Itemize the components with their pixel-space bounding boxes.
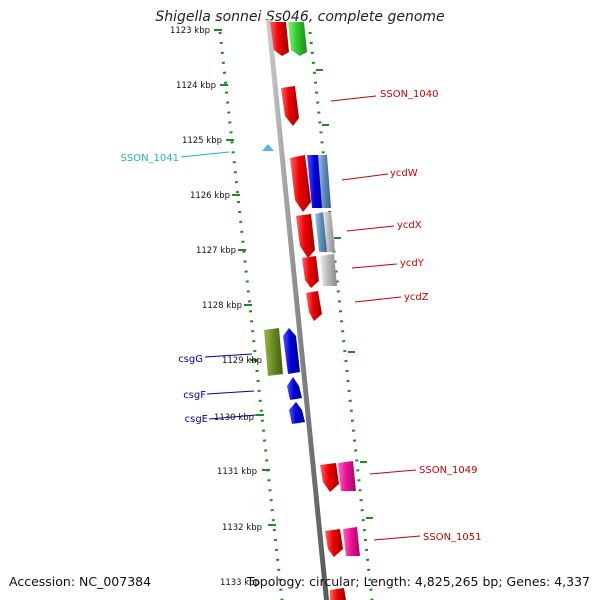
tick-1126: 1126 kbp: [190, 191, 240, 201]
gene-csg-blue-1[interactable]: [283, 328, 300, 374]
label-sson-1040[interactable]: SSON_1040: [380, 89, 439, 100]
tick-1129: 1129 kbp: [222, 356, 262, 366]
gene-red-bottom[interactable]: [330, 588, 346, 600]
label-sson-1041[interactable]: SSON_1041: [121, 153, 180, 164]
svg-text:1127 kbp: 1127 kbp: [196, 246, 236, 256]
label-ycdz[interactable]: ycdZ: [404, 292, 429, 303]
label-sson-1051[interactable]: SSON_1051: [423, 532, 482, 543]
svg-text:1133 kbp: 1133 kbp: [220, 578, 260, 588]
gene-sson-1040[interactable]: [281, 86, 299, 126]
svg-text:1123 kbp: 1123 kbp: [170, 26, 210, 36]
gene-csge[interactable]: [289, 402, 305, 424]
tick-1130: 1130 kbp: [214, 413, 264, 423]
genes: [262, 22, 360, 600]
gene-sson-1051-magenta[interactable]: [343, 527, 360, 556]
svg-text:1130 kbp: 1130 kbp: [214, 413, 254, 423]
gene-sson-1051-red[interactable]: [325, 529, 343, 557]
tick-1133: 1133 kbp: [220, 578, 260, 588]
inner-dotted-track: [218, 31, 284, 600]
tick-1123: 1123 kbp: [170, 26, 222, 36]
svg-text:1126 kbp: 1126 kbp: [190, 191, 230, 201]
svg-text:1129 kbp: 1129 kbp: [222, 356, 262, 366]
tick-1128: 1128 kbp: [202, 301, 252, 311]
tick-1124: 1124 kbp: [176, 81, 228, 91]
svg-text:1128 kbp: 1128 kbp: [202, 301, 242, 311]
tick-1125: 1125 kbp: [182, 136, 234, 146]
svg-text:1131 kbp: 1131 kbp: [217, 467, 257, 477]
map-title: Shigella sonnei Ss046, complete genome: [155, 9, 445, 25]
label-sson-1049[interactable]: SSON_1049: [419, 465, 478, 476]
gene-csgg[interactable]: [264, 328, 283, 376]
outer-track-dashes: [316, 69, 373, 519]
gene-sson-1049-magenta[interactable]: [338, 461, 356, 491]
tick-1127: 1127 kbp: [196, 246, 246, 256]
topology-text: Topology: circular; Length: 4,825,265 bp…: [246, 574, 590, 589]
tick-1131: 1131 kbp: [217, 467, 270, 477]
leader-lines: [180, 95, 421, 541]
gene-sson-1041-marker[interactable]: [262, 144, 274, 151]
gene-sson-1049-red[interactable]: [320, 463, 339, 492]
label-ycdw[interactable]: ycdW: [390, 168, 418, 179]
label-ycdx[interactable]: ycdX: [397, 220, 422, 231]
accession-text: Accession: NC_007384: [9, 574, 152, 589]
label-csgf[interactable]: csgF: [183, 390, 206, 401]
svg-text:1132 kbp: 1132 kbp: [222, 523, 262, 533]
genome-backbone: [266, 20, 329, 600]
gene-labels: SSON_1040 SSON_1041 ycdW ycdX ycdY ycdZ …: [121, 89, 482, 543]
gene-ycdw-steel[interactable]: [318, 155, 331, 208]
gene-ycdx-gray[interactable]: [323, 212, 335, 252]
gene-green-top[interactable]: [288, 22, 307, 56]
svg-text:1124 kbp: 1124 kbp: [176, 81, 216, 91]
svg-text:1125 kbp: 1125 kbp: [182, 136, 222, 146]
label-csge[interactable]: csgE: [185, 414, 208, 425]
scale-ticks: 1123 kbp 1124 kbp 1125 kbp 1126 kbp 1127…: [170, 26, 276, 588]
gene-red-top[interactable]: [270, 22, 289, 56]
tick-1132: 1132 kbp: [222, 523, 276, 533]
label-ycdy[interactable]: ycdY: [400, 258, 425, 269]
gene-ycdz[interactable]: [306, 291, 322, 321]
label-csgg[interactable]: csgG: [178, 354, 203, 365]
gene-ycdy-red[interactable]: [302, 256, 319, 288]
gene-ycdx-red[interactable]: [296, 214, 315, 258]
gene-ycdw-red[interactable]: [290, 155, 311, 212]
gene-ycdy-gray[interactable]: [320, 254, 337, 286]
gene-csgf[interactable]: [287, 377, 302, 400]
